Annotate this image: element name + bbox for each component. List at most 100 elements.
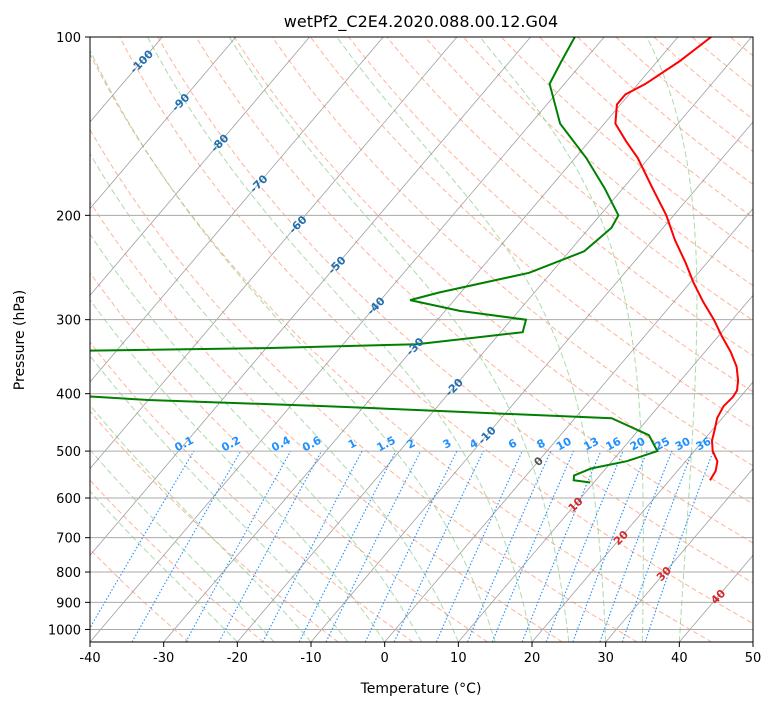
dry-adiabat-line	[424, 37, 753, 321]
mixing-ratio-label: 2	[405, 436, 418, 451]
mixing-ratio-line	[599, 450, 673, 642]
mixing-ratio-line	[364, 450, 458, 642]
mixing-ratio-line	[131, 450, 242, 642]
isotherm-line	[163, 37, 679, 642]
dry-adiabat-line	[233, 37, 753, 505]
plot-frame	[89, 36, 754, 643]
x-tick-label: 50	[745, 651, 762, 666]
moist-adiabat-line	[90, 404, 312, 642]
mixing-ratio-line	[325, 450, 422, 642]
x-tick-label: -30	[153, 651, 174, 666]
isotherm-label: -80	[208, 131, 231, 154]
moist-adiabat-line	[336, 37, 607, 642]
y-tick-label: 800	[56, 566, 81, 581]
y-axis-label: Pressure (hPa)	[12, 290, 28, 390]
mixing-ratio-line	[621, 450, 693, 642]
y-tick-label: 900	[56, 596, 81, 611]
isotherm-label: -100	[127, 47, 156, 76]
moist-adiabat-line	[90, 490, 238, 642]
dry-adiabat-line	[386, 37, 753, 357]
isotherm-label: -20	[443, 376, 466, 399]
mixing-ratio-label: 6	[506, 436, 519, 451]
x-tick-label: -40	[79, 651, 100, 666]
mixing-ratio-line	[393, 450, 484, 642]
y-tick-label: 400	[56, 388, 81, 403]
mixing-ratio-label: 25	[652, 435, 672, 454]
isotherm-line	[531, 381, 753, 642]
dry-adiabat-line	[539, 37, 753, 219]
dry-adiabat-line	[90, 479, 264, 642]
mixing-ratio-label: 30	[673, 435, 693, 454]
isotherm-line	[90, 37, 384, 383]
dry-adiabat-line	[90, 128, 638, 642]
dry-adiabat-line	[768, 37, 775, 642]
x-tick-label: -20	[227, 651, 248, 666]
mixing-ratio-line	[572, 450, 648, 642]
isotherm-line	[90, 37, 531, 556]
isotherm-line	[310, 121, 753, 642]
y-tick-label: 100	[56, 31, 81, 46]
isotherm-line	[90, 37, 237, 210]
moist-adiabat-line	[646, 37, 698, 642]
x-tick-label: -10	[300, 651, 321, 666]
moist-adiabat-line	[90, 355, 349, 642]
moist-adiabat-line	[90, 233, 422, 642]
x-tick-label: 0	[381, 651, 389, 666]
dry-adiabat-line	[90, 201, 563, 642]
y-tick-label: 700	[56, 532, 81, 547]
mixing-ratio-label: 36	[694, 435, 714, 454]
mixing-ratio-line	[545, 450, 624, 642]
isotherm-label: -90	[169, 91, 192, 114]
dry-adiabat-line	[577, 37, 753, 185]
dry-adiabat-line	[310, 37, 753, 429]
chart-title: wetPf2_C2E4.2020.088.00.12.G04	[284, 12, 558, 32]
isotherm-label: -40	[365, 294, 388, 317]
moist-adiabat-line	[90, 448, 275, 642]
mixing-ratio-label: 3	[441, 436, 454, 451]
mixing-ratio-label: 10	[554, 435, 574, 454]
x-axis-label: Temperature (°C)	[360, 681, 482, 697]
moist-adiabat-line	[228, 37, 570, 642]
mixing-ratio-label: 1	[346, 436, 359, 451]
dry-adiabat-line	[615, 37, 753, 153]
y-tick-label: 1000	[48, 623, 81, 638]
mixing-ratio-line	[185, 450, 292, 642]
moist-adiabat-line	[146, 37, 533, 642]
mixing-ratio-label: 13	[581, 435, 601, 454]
isotherm-label: -70	[247, 172, 270, 195]
isotherm-line	[679, 554, 753, 642]
x-tick-label: 30	[597, 651, 614, 666]
mixing-ratio-label: 20	[628, 435, 648, 454]
isotherm-line	[90, 37, 458, 470]
isotherm-label: -10	[476, 424, 499, 447]
moist-adiabat-line	[479, 37, 644, 642]
dry-adiabat-line	[653, 37, 753, 120]
x-tick-label: 10	[450, 651, 467, 666]
mixing-ratio-line	[298, 450, 397, 642]
dry-adiabat-line	[90, 548, 190, 642]
y-tick-label: 300	[56, 314, 81, 329]
mixing-ratio-label: 16	[604, 435, 624, 454]
dewpoint-profile-line	[90, 37, 659, 484]
mixing-ratio-line	[644, 450, 714, 642]
dry-adiabat-line	[119, 37, 753, 625]
dry-adiabat-line	[462, 37, 753, 287]
dry-adiabat-line	[90, 341, 414, 642]
mixing-ratio-line	[466, 450, 552, 642]
mixing-ratio-line	[90, 450, 195, 629]
dry-adiabat-line	[195, 37, 753, 544]
isotherm-line	[752, 641, 753, 642]
isotherm-line	[90, 37, 310, 296]
isotherm-label: -60	[286, 213, 309, 236]
dry-adiabat-line	[157, 37, 753, 584]
isotherm-line	[458, 294, 753, 642]
isotherm-line	[90, 37, 605, 642]
isotherm-label: -50	[325, 254, 348, 277]
x-tick-label: 20	[524, 651, 541, 666]
mixing-ratio-line	[262, 450, 363, 642]
isotherm-line	[384, 208, 753, 642]
moist-adiabat-line	[90, 152, 459, 642]
dry-adiabat-line	[90, 410, 339, 642]
dry-adiabat-line	[691, 37, 753, 88]
